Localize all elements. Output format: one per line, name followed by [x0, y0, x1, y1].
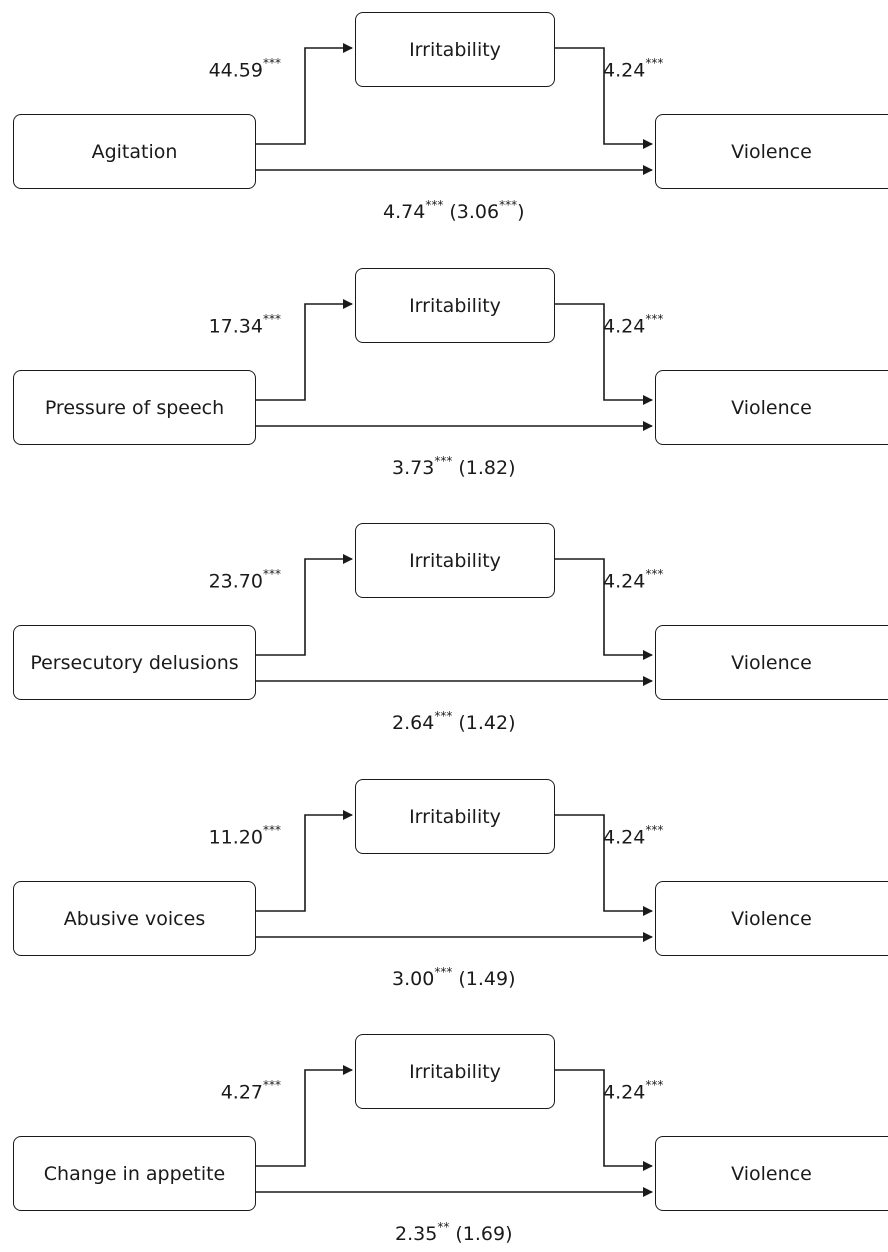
outcome-label: Violence — [731, 651, 812, 674]
path-arrows — [256, 43, 653, 175]
predictor-label: Pressure of speech — [44, 396, 225, 419]
arrow-predictor-to-mediator — [256, 810, 353, 912]
arrow-mediator-to-outcome — [555, 814, 653, 916]
mediator-box: Irritability — [355, 268, 555, 343]
mediator-label: Irritability — [409, 805, 501, 828]
path-arrows — [256, 810, 653, 942]
mediation-diagram: Change in appetite Irritability Violence… — [0, 1022, 888, 1252]
outcome-label: Violence — [731, 907, 812, 930]
arrow-mediator-to-outcome — [555, 558, 653, 660]
predictor-box: Pressure of speech — [13, 370, 256, 445]
arrow-mediator-to-outcome — [555, 303, 653, 405]
predictor-label: Abusive voices — [63, 907, 206, 930]
path-arrows — [256, 554, 653, 686]
predictor-box: Change in appetite — [13, 1136, 256, 1211]
mediator-box: Irritability — [355, 12, 555, 87]
outcome-label: Violence — [731, 140, 812, 163]
c-path-coefficient: 2.35** (1.69) — [395, 1220, 513, 1246]
c-path-coefficient: 3.00*** (1.49) — [392, 965, 516, 991]
mediation-diagram: Pressure of speech Irritability Violence… — [0, 256, 888, 486]
mediator-label: Irritability — [409, 1060, 501, 1083]
a-path-coefficient: 44.59*** — [208, 56, 281, 82]
outcome-label: Violence — [731, 1162, 812, 1185]
mediator-label: Irritability — [409, 549, 501, 572]
outcome-box: Violence — [655, 370, 888, 445]
outcome-box: Violence — [655, 881, 888, 956]
predictor-box: Abusive voices — [13, 881, 256, 956]
b-path-coefficient: 4.24*** — [603, 56, 664, 82]
arrow-mediator-to-outcome — [555, 1069, 653, 1171]
mediator-box: Irritability — [355, 1034, 555, 1109]
b-path-coefficient: 4.24*** — [603, 312, 664, 338]
arrow-predictor-to-mediator — [256, 299, 353, 401]
a-path-coefficient: 17.34*** — [208, 312, 281, 338]
b-path-coefficient: 4.24*** — [603, 1078, 664, 1104]
mediator-label: Irritability — [409, 294, 501, 317]
arrow-mediator-to-outcome — [555, 47, 653, 149]
mediator-box: Irritability — [355, 523, 555, 598]
mediator-label: Irritability — [409, 38, 501, 61]
b-path-coefficient: 4.24*** — [603, 823, 664, 849]
outcome-box: Violence — [655, 625, 888, 700]
predictor-label: Change in appetite — [43, 1162, 226, 1185]
mediator-box: Irritability — [355, 779, 555, 854]
predictor-label: Agitation — [91, 140, 178, 163]
mediation-diagram: Persecutory delusions Irritability Viole… — [0, 511, 888, 741]
outcome-label: Violence — [731, 396, 812, 419]
outcome-box: Violence — [655, 1136, 888, 1211]
path-arrows — [256, 1065, 653, 1197]
outcome-box: Violence — [655, 114, 888, 189]
predictor-box: Agitation — [13, 114, 256, 189]
arrow-predictor-to-mediator — [256, 43, 353, 145]
c-path-coefficient: 4.74*** (3.06***) — [383, 198, 525, 224]
c-path-coefficient: 3.73*** (1.82) — [392, 454, 516, 480]
a-path-coefficient: 23.70*** — [208, 567, 281, 593]
a-path-coefficient: 11.20*** — [208, 823, 281, 849]
path-arrows — [256, 299, 653, 431]
arrow-predictor-to-mediator — [256, 1065, 353, 1167]
predictor-label: Persecutory delusions — [30, 651, 239, 674]
mediation-diagram: Agitation Irritability Violence 44.59***… — [0, 0, 888, 230]
a-path-coefficient: 4.27*** — [220, 1078, 281, 1104]
arrow-predictor-to-mediator — [256, 554, 353, 656]
mediation-diagram: Abusive voices Irritability Violence 11.… — [0, 767, 888, 997]
b-path-coefficient: 4.24*** — [603, 567, 664, 593]
predictor-box: Persecutory delusions — [13, 625, 256, 700]
c-path-coefficient: 2.64*** (1.42) — [392, 709, 516, 735]
